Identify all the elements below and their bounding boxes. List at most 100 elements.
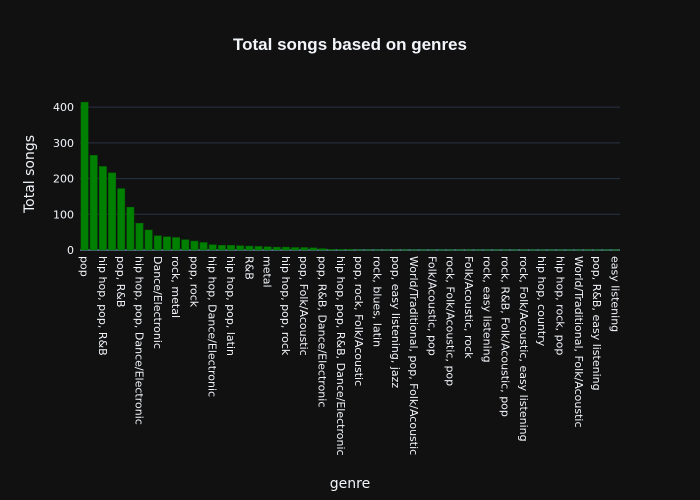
x-tick-label: pop — [78, 256, 91, 277]
x-tick-label: pop, Folk/Acoustic — [297, 256, 310, 356]
bar — [410, 249, 418, 251]
x-tick-label: hip hop, pop, R&B, Dance/Electronic — [334, 256, 347, 456]
bar — [336, 249, 345, 251]
bar — [547, 249, 556, 251]
bar — [455, 249, 464, 251]
y-axis-ticks: 0 100 200 300 400 — [53, 101, 74, 257]
x-tick-label: hip hop, pop, rock — [279, 256, 292, 356]
bar — [89, 155, 98, 251]
bar — [254, 246, 263, 251]
bar — [510, 249, 519, 251]
x-tick-label: pop, R&B — [114, 256, 127, 307]
bar — [163, 236, 171, 251]
x-tick-label: rock, easy listening — [480, 256, 493, 363]
x-tick-label: pop, rock, Folk/Acoustic — [352, 256, 365, 386]
bar — [446, 249, 455, 251]
y-tick-label: 200 — [53, 173, 74, 186]
gridlines — [80, 106, 620, 251]
x-tick-label: Dance/Electronic — [151, 256, 164, 349]
bar — [98, 166, 107, 251]
bar — [263, 246, 272, 251]
bar — [538, 249, 547, 251]
x-tick-label: rock, Folk/Acoustic, easy listening — [517, 256, 530, 442]
bar — [272, 246, 281, 251]
x-axis-ticks: pop hip hop, pop, R&B pop, R&B hip hop, pop… — [78, 256, 622, 456]
y-axis-title: Total songs — [22, 135, 38, 214]
bar — [300, 247, 309, 251]
bar — [465, 249, 473, 251]
bar — [190, 240, 199, 251]
bar — [236, 245, 245, 251]
bar — [135, 222, 144, 251]
bar — [611, 249, 620, 251]
x-tick-label: rock, R&B, Folk/Acoustic, pop — [499, 256, 512, 417]
bar — [208, 244, 217, 251]
x-axis-title: genre — [330, 476, 370, 492]
x-tick-label: hip hop, rock, pop — [554, 256, 567, 355]
bar — [382, 249, 391, 251]
x-tick-label: rock, Folk/Acoustic, pop — [444, 256, 457, 386]
x-tick-label: Folk/Acoustic, rock — [462, 256, 475, 359]
bar — [346, 249, 354, 251]
x-tick-label: easy listening — [608, 256, 621, 332]
bar — [593, 249, 602, 251]
bar — [245, 245, 254, 251]
x-tick-label: hip hop, pop, Dance/Electronic — [132, 256, 145, 425]
y-tick-label: 400 — [53, 101, 74, 114]
bar — [391, 249, 400, 251]
x-tick-label: World/Traditional, Folk/Acoustic — [572, 256, 585, 428]
bar — [602, 249, 611, 251]
bar — [199, 242, 208, 251]
x-tick-label: pop, R&B, easy listening — [590, 256, 603, 391]
bar — [492, 249, 501, 251]
bar — [401, 249, 409, 251]
bar — [565, 249, 574, 251]
bar — [153, 235, 162, 251]
y-tick-label: 300 — [53, 137, 74, 150]
bar — [529, 249, 537, 251]
x-tick-label: rock, metal — [169, 256, 182, 318]
x-tick-label: pop, easy listening, jazz — [389, 256, 402, 388]
bar — [437, 249, 446, 251]
y-tick-label: 100 — [53, 208, 74, 221]
x-tick-label: R&B — [242, 256, 255, 280]
bar — [556, 249, 565, 251]
bar — [117, 188, 126, 251]
x-tick-label: pop, rock — [187, 256, 200, 308]
bar — [227, 245, 235, 251]
x-tick-label: rock, blues, latin — [370, 256, 383, 347]
bar — [144, 229, 153, 251]
bar — [282, 246, 290, 251]
bar — [364, 249, 373, 251]
bar — [419, 249, 428, 251]
bar — [501, 249, 510, 251]
bar — [126, 206, 135, 251]
bar-series — [80, 101, 620, 251]
y-tick-label: 0 — [67, 244, 74, 257]
bar — [172, 237, 181, 251]
bar — [373, 249, 382, 251]
bar — [483, 249, 492, 251]
bar — [574, 249, 583, 251]
x-tick-label: pop, R&B, Dance/Electronic — [316, 256, 329, 407]
chart-title: Total songs based on genres — [233, 35, 467, 54]
bar — [291, 247, 299, 251]
x-tick-label: hip hop, pop, R&B — [96, 256, 109, 356]
bar — [217, 245, 226, 251]
x-tick-label: hip hop, pop, latin — [224, 256, 237, 356]
x-tick-label: hip hop, Dance/Electronic — [206, 256, 219, 397]
bar — [80, 101, 89, 251]
bar — [318, 248, 327, 251]
bar — [519, 249, 528, 251]
bar — [428, 249, 437, 251]
bar — [327, 249, 336, 251]
x-tick-label: metal — [261, 256, 274, 288]
bar — [355, 249, 364, 251]
bar — [181, 239, 190, 251]
x-tick-label: World/Traditional, pop, Folk/Acoustic — [407, 256, 420, 455]
bar — [474, 249, 483, 251]
x-tick-label: hip hop, country — [535, 256, 548, 347]
bar — [309, 247, 318, 251]
bar — [584, 249, 592, 251]
